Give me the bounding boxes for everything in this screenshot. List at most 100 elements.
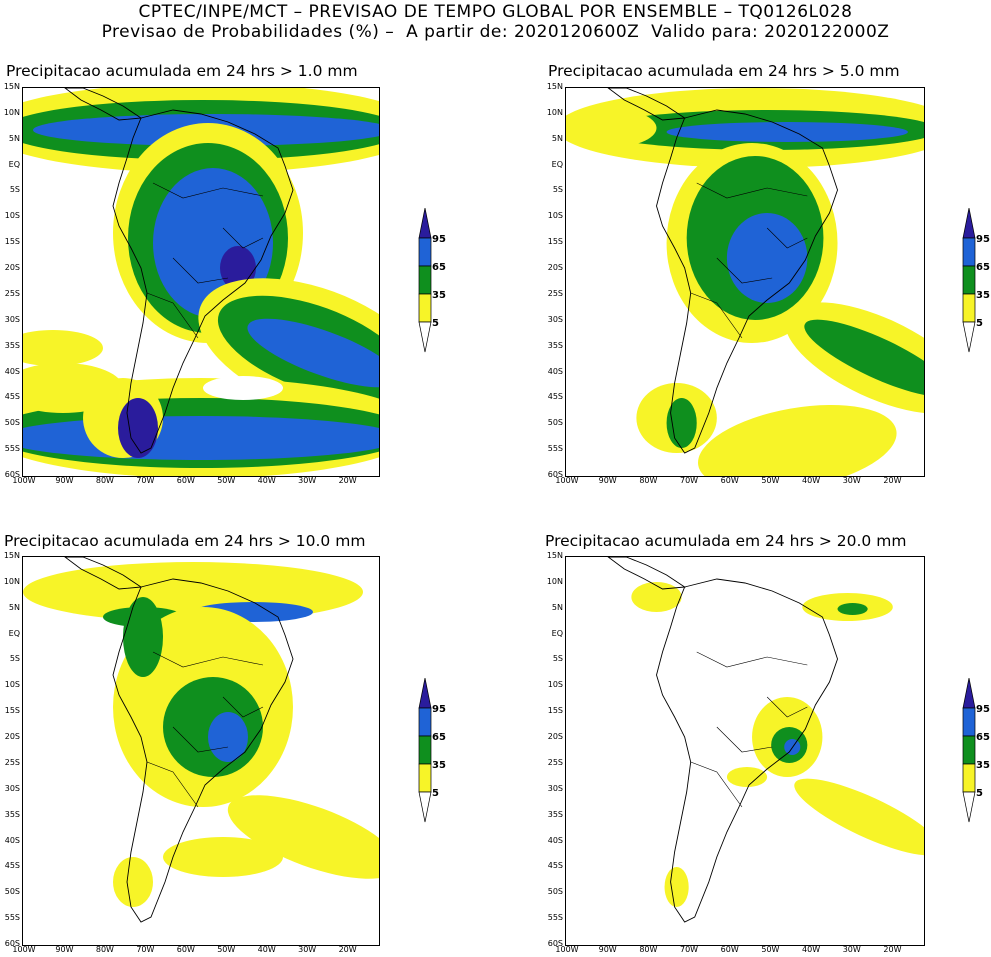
- legend-swatch: [418, 791, 432, 823]
- lat-tick-label: 35S: [4, 809, 20, 819]
- legend-swatch: [962, 791, 976, 823]
- panel-title-4: Precipitacao acumulada em 24 hrs > 20.0 …: [545, 532, 907, 550]
- coastline-south-america: [112, 578, 294, 923]
- lat-tick-label: 10N: [3, 107, 20, 117]
- country-border: [696, 182, 808, 199]
- lat-tick-label: 20S: [4, 732, 20, 742]
- lat-tick-label: 20S: [547, 732, 563, 742]
- lat-tick-label: EQ: [8, 628, 20, 638]
- lat-tick-label: 45S: [4, 392, 20, 402]
- lat-tick-label: 5N: [8, 602, 20, 612]
- lat-tick-label: 5N: [551, 602, 563, 612]
- country-border: [690, 761, 743, 808]
- lat-tick-label: 25S: [4, 288, 20, 298]
- legend-panel-3: 95 65 35 5: [418, 678, 478, 838]
- country-border: [152, 651, 264, 668]
- lat-tick-label: 60S: [4, 470, 20, 479]
- lon-tick-label: 30W: [842, 476, 861, 485]
- panel-title-2: Precipitacao acumulada em 24 hrs > 5.0 m…: [548, 62, 900, 80]
- lat-tick-label: 15N: [3, 551, 20, 560]
- lon-tick-label: 90W: [55, 945, 74, 954]
- lat-tick-label: 60S: [547, 939, 563, 948]
- lat-tick-label: 5N: [8, 133, 20, 143]
- lon-tick-label: 70W: [136, 476, 155, 485]
- country-border: [146, 292, 199, 339]
- lon-tick-label: 60W: [176, 945, 195, 954]
- lon-tick-label: 90W: [598, 476, 617, 485]
- lat-tick-label: 25S: [4, 757, 20, 767]
- lat-tick-label: 35S: [547, 809, 563, 819]
- lat-tick-label: 10N: [546, 576, 563, 586]
- lon-tick-label: 40W: [257, 945, 276, 954]
- legend-level-label: 65: [976, 262, 990, 273]
- precip-band: [566, 557, 924, 945]
- lat-tick-label: 15S: [4, 706, 20, 716]
- lon-tick-label: 100W: [555, 476, 579, 485]
- precip-region: [794, 778, 924, 856]
- precip-field: [23, 88, 379, 476]
- coastline-south-america: [656, 578, 838, 923]
- precip-region: [666, 398, 697, 448]
- lon-tick-label: 40W: [802, 945, 821, 954]
- lat-tick-label: 15N: [3, 82, 20, 91]
- lat-tick-label: EQ: [8, 159, 20, 169]
- lat-tick-label: 5N: [551, 133, 563, 143]
- legend-colorbar: [962, 678, 976, 823]
- country-border: [696, 651, 808, 668]
- lon-tick-label: 40W: [802, 476, 821, 485]
- lon-tick-label: 100W: [12, 945, 36, 954]
- lon-tick-label: 50W: [761, 945, 780, 954]
- lon-tick-label: 100W: [555, 945, 579, 954]
- lon-tick-label: 50W: [217, 476, 236, 485]
- lat-tick-label: 10N: [3, 576, 20, 586]
- lat-tick-label: 5S: [9, 654, 20, 664]
- lat-tick-label: 50S: [547, 418, 563, 428]
- lat-tick-label: 50S: [547, 887, 563, 897]
- lat-tick-label: 25S: [547, 757, 563, 767]
- lat-tick-label: 40S: [547, 366, 563, 376]
- coastline-south-america: [112, 109, 294, 454]
- legend-swatch: [962, 237, 976, 267]
- legend-swatch: [418, 237, 432, 267]
- legend-swatch: [418, 735, 432, 765]
- lon-tick-label: 20W: [338, 476, 357, 485]
- lat-tick-label: 55S: [4, 444, 20, 454]
- country-border: [172, 257, 229, 284]
- lon-tick-label: 20W: [338, 945, 357, 954]
- legend-swatch: [418, 293, 432, 323]
- lat-tick-label: 40S: [4, 366, 20, 376]
- legend-level-label: 35: [432, 290, 446, 301]
- legend-level-label: 95: [432, 234, 446, 245]
- legend-level-label: 95: [432, 704, 446, 715]
- lat-tick-label: 15N: [546, 551, 563, 560]
- lat-tick-label: 45S: [4, 861, 20, 871]
- country-border: [172, 726, 229, 753]
- precip-region: [208, 712, 248, 762]
- legend-level-label: 5: [976, 318, 983, 329]
- precip-region: [220, 246, 256, 290]
- precip-region: [227, 795, 379, 879]
- precip-region: [631, 582, 682, 612]
- legend-swatch: [962, 707, 976, 737]
- precip-region: [23, 363, 123, 413]
- panel-title-1: Precipitacao acumulada em 24 hrs > 1.0 m…: [6, 62, 358, 80]
- lon-tick-label: 60W: [720, 476, 739, 485]
- lon-tick-label: 80W: [95, 476, 114, 485]
- precip-region: [113, 857, 153, 907]
- lon-tick-label: 30W: [298, 945, 317, 954]
- precip-region: [666, 122, 908, 142]
- legend-colorbar: [418, 208, 432, 353]
- figure-title-line1: CPTEC/INPE/MCT – PREVISAO DE TEMPO GLOBA…: [138, 2, 853, 22]
- lon-tick-label: 60W: [176, 476, 195, 485]
- lat-tick-label: 10S: [4, 680, 20, 690]
- precip-region: [123, 597, 163, 677]
- map-panel-1: [22, 87, 380, 477]
- lon-tick-label: 40W: [257, 476, 276, 485]
- precip-region: [23, 416, 379, 460]
- lat-tick-label: 10N: [546, 107, 563, 117]
- legend-level-label: 95: [976, 704, 990, 715]
- legend-panel-2: 95 65 35 5: [962, 208, 991, 368]
- lat-tick-label: 10S: [547, 211, 563, 221]
- legend-swatch: [418, 763, 432, 793]
- lat-tick-label: 60S: [547, 470, 563, 479]
